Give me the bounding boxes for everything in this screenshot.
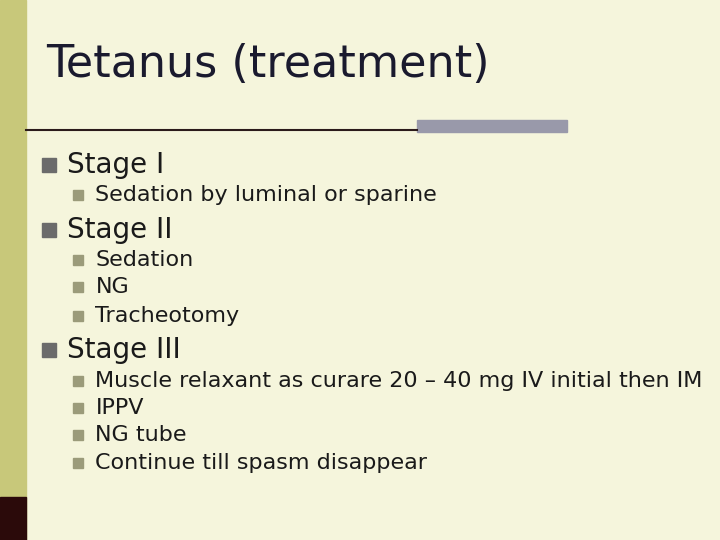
- Text: Muscle relaxant as curare 20 – 40 mg IV initial then IM: Muscle relaxant as curare 20 – 40 mg IV …: [96, 370, 703, 391]
- Text: Continue till spasm disappear: Continue till spasm disappear: [96, 453, 428, 474]
- Text: IPPV: IPPV: [96, 397, 144, 418]
- Text: NG: NG: [96, 277, 129, 298]
- Bar: [417, 120, 567, 132]
- Text: Stage I: Stage I: [66, 151, 163, 179]
- Text: Sedation: Sedation: [96, 250, 194, 271]
- Bar: [0, 497, 26, 540]
- Text: Tetanus (treatment): Tetanus (treatment): [46, 43, 490, 86]
- Text: Tracheotomy: Tracheotomy: [96, 306, 240, 326]
- Text: NG tube: NG tube: [96, 424, 187, 445]
- Text: Stage III: Stage III: [66, 336, 180, 364]
- Text: Stage II: Stage II: [66, 215, 172, 244]
- Bar: [0, 0, 26, 540]
- Text: Sedation by luminal or sparine: Sedation by luminal or sparine: [96, 185, 437, 206]
